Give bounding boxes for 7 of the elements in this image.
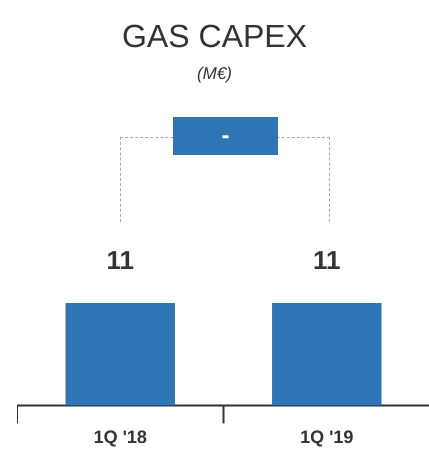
x-tick-label: 1Q '19 <box>300 427 354 448</box>
data-label: 11 <box>313 245 340 276</box>
data-label: 11 <box>106 245 134 276</box>
text: - <box>173 117 278 155</box>
chart-subtitle: (M€) <box>196 64 233 84</box>
x-tick-label: 1Q '18 <box>94 427 147 448</box>
chart-title: GAS CAPEX <box>121 18 308 55</box>
